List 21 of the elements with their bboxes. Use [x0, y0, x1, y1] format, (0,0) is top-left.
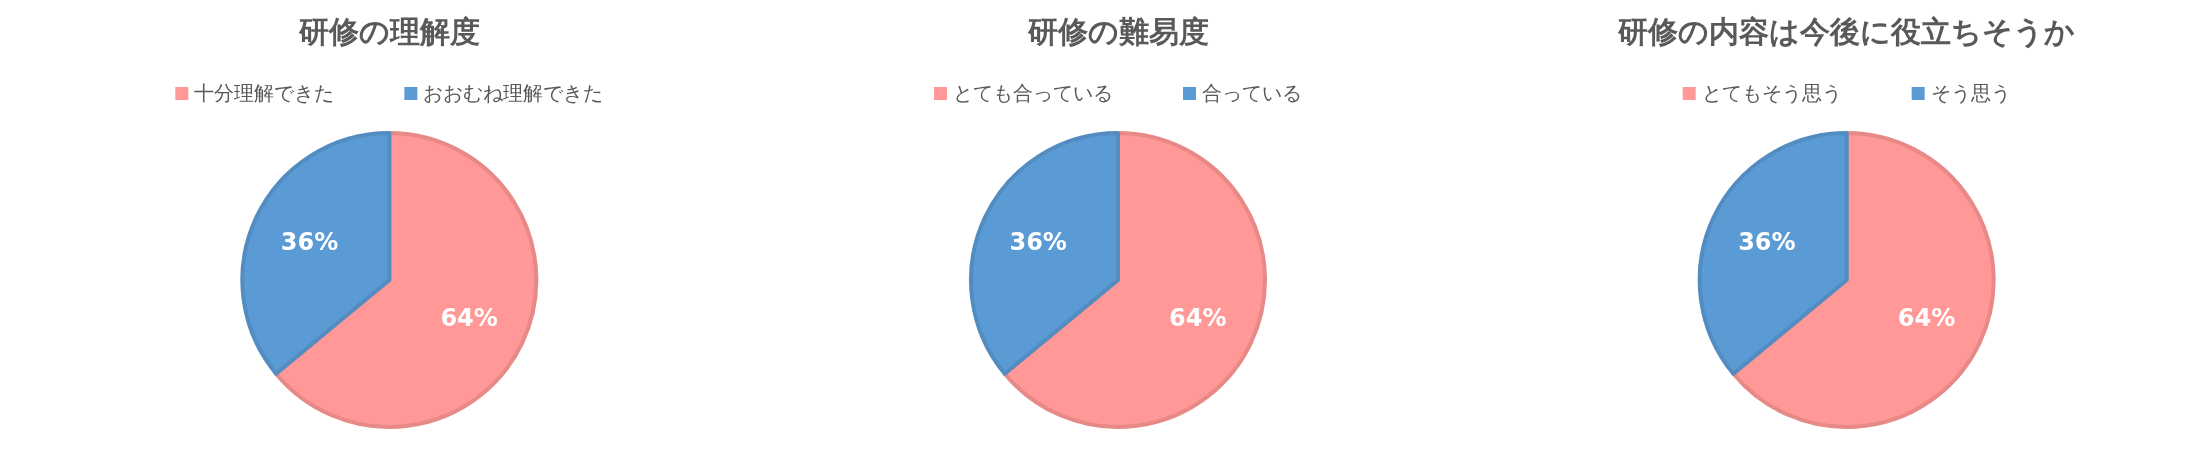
pie-slice: [1731, 131, 1996, 429]
data-label: 64%: [1897, 303, 1956, 332]
chart-title: 研修の難易度: [1026, 14, 1209, 49]
data-label: 64%: [440, 303, 498, 332]
legend-label: とてもそう思う: [1701, 81, 1842, 105]
pie-slice: [240, 131, 392, 376]
data-label: 36%: [1738, 228, 1796, 257]
pie-slice: [1697, 131, 1849, 376]
pie-slice: [1002, 131, 1267, 429]
data-label: 36%: [280, 228, 339, 257]
pie-slice: [274, 131, 539, 429]
pie-slice: [969, 131, 1120, 376]
chart-title: 研修の内容は今後に役立ちそうか: [1617, 14, 2076, 49]
legend-label: 十分理解できた: [194, 81, 335, 105]
data-label: 36%: [1009, 228, 1067, 257]
legend-label: 合っている: [1202, 81, 1302, 105]
data-label: 64%: [1169, 303, 1227, 332]
chart-title: 研修の理解度: [297, 14, 480, 49]
legend-label: おおむね理解できた: [423, 81, 604, 105]
legend-label: とても合っている: [953, 81, 1113, 105]
legend-label: そう思う: [1930, 81, 2011, 105]
